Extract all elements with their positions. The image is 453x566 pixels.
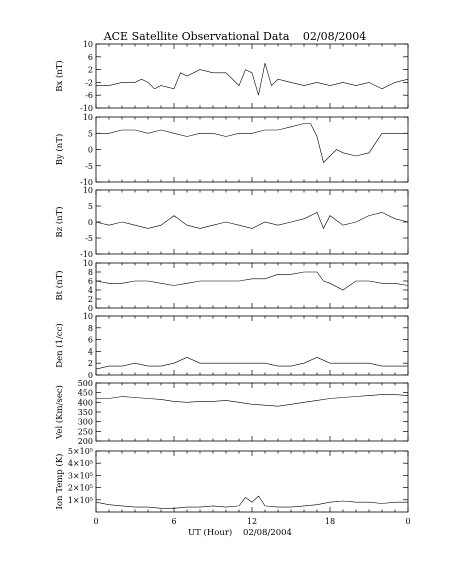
y-tick-label: 8 <box>88 324 93 333</box>
y-tick-label: 0 <box>88 218 93 227</box>
y-tick-label: 2×10⁵ <box>68 484 93 493</box>
panel-0: 10 6 2 -2 -6 -10 Bx (nT) <box>54 40 409 113</box>
x-tick-label: 0 <box>93 517 98 526</box>
series-line <box>95 211 409 230</box>
panels-group: 10 6 2 -2 -6 -10 Bx (nT) 10 5 0 -5 -10 By (nT) 10 5 0 -5… <box>54 40 411 526</box>
y-tick-label: -10 <box>80 250 93 259</box>
chart-title: ACE Satellite Observational Data 02/08/2… <box>103 30 367 43</box>
y-axis-label: Bz (nT) <box>54 206 65 237</box>
series-line <box>96 63 409 96</box>
series-line <box>95 271 409 291</box>
x-axis-label: UT (Hour) 02/08/2004 <box>188 527 292 538</box>
y-axis-label: Bx (nT) <box>54 60 65 92</box>
panel-4: 10 8 6 4 2 0 Den (1/cc) <box>54 312 409 380</box>
y-tick-label: 4 <box>88 286 93 295</box>
y-tick-label: 500 <box>78 379 93 388</box>
panel-frame <box>95 382 409 442</box>
y-tick-label: 2 <box>88 66 93 75</box>
y-tick-label: 8 <box>88 268 93 277</box>
y-tick-label: 6 <box>88 336 93 345</box>
y-axis-label: Den (1/cc) <box>54 323 65 367</box>
y-tick-label: 4 <box>88 347 93 356</box>
y-tick-label: 250 <box>78 427 93 436</box>
y-tick-label: 6 <box>88 277 93 286</box>
chart-title-date: 02/08/2004 <box>303 30 366 43</box>
x-axis-label-date: 02/08/2004 <box>243 528 292 538</box>
chart-title-text: ACE Satellite Observational Data <box>103 30 290 43</box>
panel-frame <box>95 450 409 513</box>
y-tick-label: -2 <box>85 78 93 87</box>
y-tick-label: 200 <box>78 437 93 446</box>
panel-frame <box>95 189 409 255</box>
x-tick-label: 0 <box>405 517 410 526</box>
y-tick-label: -5 <box>85 234 93 243</box>
x-tick-label: 12 <box>247 517 257 526</box>
y-tick-label: 4×10⁵ <box>68 459 93 468</box>
y-tick-label: 400 <box>78 398 93 407</box>
y-tick-label: 1×10⁵ <box>68 496 93 505</box>
y-tick-label: 0 <box>88 371 93 380</box>
y-axis-label: Ion Temp (K) <box>54 454 65 510</box>
y-tick-label: 5 <box>88 202 93 211</box>
panel-2: 10 5 0 -5 -10 Bz (nT) <box>54 186 409 259</box>
series-line <box>96 123 408 164</box>
x-axis-label-text: UT (Hour) <box>188 527 232 538</box>
series-line <box>95 495 408 509</box>
y-tick-label: 450 <box>78 389 93 398</box>
y-tick-label: 350 <box>78 408 93 417</box>
y-tick-label: 2 <box>88 295 93 304</box>
y-axis-label: By (nT) <box>54 134 65 166</box>
y-tick-label: 10 <box>83 113 93 122</box>
y-tick-label: 300 <box>78 418 93 427</box>
panel-frame <box>95 262 409 309</box>
y-tick-label: 10 <box>83 40 93 49</box>
y-tick-label: -6 <box>85 91 93 100</box>
y-tick-label: 10 <box>83 186 93 195</box>
y-tick-label: 5 <box>88 129 93 138</box>
y-tick-label: 3×10⁵ <box>68 471 93 480</box>
y-axis-label: Vel (Km/sec) <box>54 385 65 440</box>
y-tick-label: 6 <box>88 53 93 62</box>
y-tick-label: -10 <box>80 104 93 113</box>
x-tick-label: 6 <box>171 517 176 526</box>
y-tick-label: 2 <box>88 359 93 368</box>
panel-frame <box>95 116 409 183</box>
y-axis-label: Bt (nT) <box>54 270 65 300</box>
y-tick-label: 10 <box>83 312 93 321</box>
series-line <box>96 394 409 407</box>
y-tick-label: 0 <box>88 146 93 155</box>
series-line <box>95 356 408 370</box>
panel-frame <box>95 315 409 376</box>
y-tick-label: -5 <box>85 162 93 171</box>
x-tick-label: 18 <box>325 517 335 526</box>
y-tick-label: -10 <box>80 178 93 187</box>
y-tick-label: 5×10⁵ <box>68 447 93 456</box>
panel-1: 10 5 0 -5 -10 By (nT) <box>54 113 409 187</box>
y-tick-label: 10 <box>83 259 93 268</box>
y-tick-label: 0 <box>88 304 93 313</box>
panel-frame <box>95 43 409 109</box>
